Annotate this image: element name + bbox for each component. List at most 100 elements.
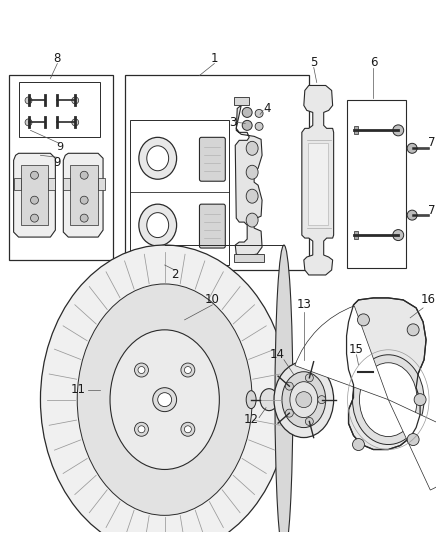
- Ellipse shape: [246, 189, 258, 203]
- Circle shape: [414, 394, 426, 406]
- Bar: [234, 254, 264, 262]
- Circle shape: [31, 214, 39, 222]
- Circle shape: [393, 230, 404, 240]
- Ellipse shape: [260, 389, 278, 410]
- Ellipse shape: [360, 363, 417, 437]
- Circle shape: [351, 366, 362, 377]
- Text: 6: 6: [370, 56, 377, 69]
- Circle shape: [138, 426, 145, 433]
- Circle shape: [407, 143, 417, 154]
- Circle shape: [31, 171, 39, 179]
- Circle shape: [25, 97, 32, 104]
- Circle shape: [184, 426, 191, 433]
- Wedge shape: [389, 400, 438, 490]
- Circle shape: [72, 119, 79, 126]
- Text: 10: 10: [205, 293, 220, 306]
- Bar: [9, 76, 113, 260]
- Bar: [18, 83, 100, 138]
- Polygon shape: [14, 154, 55, 237]
- Circle shape: [407, 210, 417, 220]
- Text: 3: 3: [230, 116, 237, 129]
- Text: 9: 9: [53, 156, 61, 169]
- Circle shape: [353, 439, 364, 450]
- Text: 2: 2: [171, 269, 178, 281]
- Circle shape: [72, 97, 79, 104]
- Circle shape: [181, 363, 195, 377]
- Text: 14: 14: [269, 348, 285, 361]
- Bar: [346, 100, 406, 268]
- Text: 7: 7: [428, 204, 435, 216]
- Bar: [308, 143, 328, 225]
- Ellipse shape: [246, 391, 256, 409]
- Circle shape: [357, 314, 369, 326]
- Bar: [130, 120, 229, 265]
- Polygon shape: [235, 106, 262, 257]
- FancyBboxPatch shape: [199, 204, 225, 248]
- Text: 5: 5: [310, 56, 318, 69]
- Text: 13: 13: [297, 298, 311, 311]
- Ellipse shape: [246, 213, 258, 227]
- Ellipse shape: [139, 204, 177, 246]
- Ellipse shape: [246, 165, 258, 179]
- Ellipse shape: [282, 372, 326, 427]
- Circle shape: [181, 422, 195, 436]
- Circle shape: [31, 196, 39, 204]
- Ellipse shape: [147, 146, 169, 171]
- Ellipse shape: [353, 355, 424, 445]
- Circle shape: [255, 123, 263, 131]
- Ellipse shape: [275, 245, 293, 533]
- Circle shape: [138, 367, 145, 374]
- Ellipse shape: [139, 138, 177, 179]
- Ellipse shape: [360, 363, 417, 437]
- Polygon shape: [302, 85, 334, 275]
- Text: 1: 1: [211, 52, 218, 65]
- Circle shape: [134, 363, 148, 377]
- Ellipse shape: [147, 213, 169, 238]
- Polygon shape: [346, 298, 426, 449]
- Bar: [64, 178, 70, 190]
- Bar: [125, 76, 309, 270]
- Bar: [21, 165, 49, 225]
- Circle shape: [407, 324, 419, 336]
- Bar: [49, 178, 55, 190]
- Circle shape: [286, 409, 293, 417]
- Ellipse shape: [274, 362, 334, 438]
- Text: 8: 8: [54, 52, 61, 65]
- Circle shape: [25, 119, 32, 126]
- Circle shape: [242, 108, 252, 117]
- Bar: [353, 126, 358, 134]
- Circle shape: [134, 422, 148, 436]
- Circle shape: [255, 109, 263, 117]
- Polygon shape: [64, 154, 103, 237]
- Wedge shape: [295, 306, 389, 400]
- Circle shape: [296, 392, 312, 408]
- Bar: [353, 231, 358, 239]
- Text: 11: 11: [71, 383, 86, 396]
- FancyBboxPatch shape: [199, 138, 225, 181]
- Ellipse shape: [290, 382, 318, 417]
- Bar: [70, 165, 98, 225]
- Circle shape: [153, 387, 177, 411]
- Text: 12: 12: [244, 413, 259, 426]
- Circle shape: [158, 393, 172, 407]
- Ellipse shape: [40, 245, 289, 533]
- Ellipse shape: [77, 284, 252, 515]
- Ellipse shape: [246, 141, 258, 155]
- Circle shape: [80, 214, 88, 222]
- Ellipse shape: [110, 330, 219, 470]
- Text: 4: 4: [263, 102, 271, 115]
- Circle shape: [318, 395, 326, 403]
- Bar: [98, 178, 105, 190]
- Bar: [234, 98, 249, 106]
- Text: 15: 15: [349, 343, 364, 356]
- Circle shape: [184, 367, 191, 374]
- Circle shape: [286, 382, 293, 390]
- Circle shape: [80, 196, 88, 204]
- Bar: [14, 178, 21, 190]
- Text: 7: 7: [428, 136, 435, 149]
- Text: 9: 9: [56, 142, 63, 152]
- Circle shape: [305, 417, 313, 425]
- Text: 16: 16: [420, 293, 435, 306]
- Circle shape: [305, 374, 313, 382]
- Circle shape: [393, 125, 404, 136]
